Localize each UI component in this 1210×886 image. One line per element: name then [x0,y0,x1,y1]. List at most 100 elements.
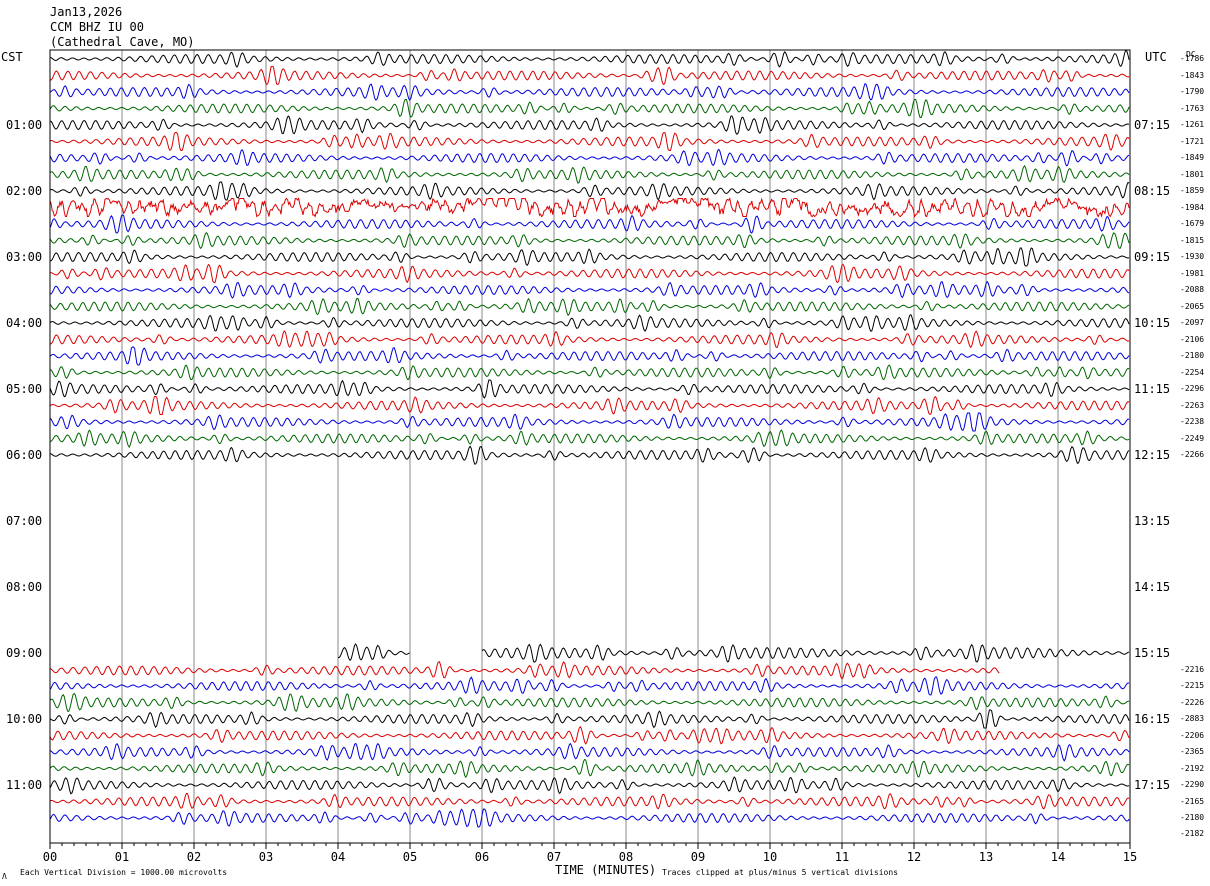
x-tick-label: 14 [1050,850,1066,864]
dc-offset-label: -1859 [1180,186,1205,195]
cst-time-label: 03:00 [6,250,43,264]
seismic-trace [49,792,1130,810]
utc-time-label: 16:15 [1134,712,1171,726]
dc-offset-label: -2216 [1180,664,1205,674]
dc-offset-label: -2088 [1180,285,1205,294]
dc-offset-label: -1763 [1180,103,1205,113]
x-tick-label: 02 [186,850,202,864]
dc-offset-label: -1801 [1180,169,1205,179]
cst-axis-label: CST [1,50,23,64]
dc-offset-label: -1786 [1180,54,1205,63]
seismic-trace [49,709,1130,729]
x-tick-label: 11 [834,850,850,864]
dc-offset-label: -2365 [1180,747,1205,756]
cst-time-label: 08:00 [6,580,43,594]
seismic-trace [49,412,1130,432]
seismic-trace [49,364,1130,381]
dc-offset-label: -2883 [1180,714,1205,723]
utc-axis-label: UTC [1145,50,1167,64]
seismic-trace [49,115,1130,135]
dc-offset-label: -2180 [1180,813,1205,822]
utc-time-label: 15:15 [1134,646,1171,660]
seismic-trace [49,214,1130,234]
cst-time-label: 04:00 [6,316,43,330]
cst-time-label: 10:00 [6,712,43,726]
seismic-trace [49,692,1130,712]
dc-offset-label: -2254 [1180,367,1205,377]
x-tick-label: 04 [330,850,346,864]
cst-time-label: 11:00 [6,778,43,792]
utc-time-label: 13:15 [1134,514,1171,528]
seismic-trace [49,808,1130,828]
seismic-trace [49,148,1130,167]
cst-time-label: 06:00 [6,448,43,462]
dc-offset-label: -2296 [1180,384,1205,393]
seismic-trace [481,643,1130,663]
dc-offset-label: -1984 [1180,202,1205,212]
seismic-trace [49,379,1130,399]
cst-time-label: 07:00 [6,514,43,528]
x-tick-label: 09 [690,850,706,864]
dc-offset-label: -2192 [1180,763,1205,773]
seismic-trace [49,429,1130,449]
seismic-trace [49,263,1130,284]
cst-time-label: 01:00 [6,118,43,132]
x-tick-label: 08 [618,850,634,864]
seismic-trace [49,776,1130,795]
seismic-trace [49,758,1130,779]
dc-offset-label: -2215 [1180,681,1205,690]
seismic-trace [49,164,1130,184]
dc-offset-label: -1261 [1180,120,1205,129]
seismic-trace [49,131,1130,152]
dc-offset-label: -2180 [1180,351,1205,360]
cst-time-label: 09:00 [6,646,43,660]
x-tick-label: 05 [402,850,418,864]
dc-offset-label: -2165 [1180,796,1205,806]
dc-offset-label: -2097 [1180,318,1205,327]
dc-offset-label: -1930 [1180,252,1205,261]
seismic-trace [49,280,1130,299]
x-tick-label: 01 [114,850,130,864]
seismic-trace [49,330,1130,349]
corner-mark: Λ [2,872,7,881]
seismic-trace [49,742,1130,762]
dc-offset-label: -2290 [1180,780,1205,789]
dc-offset-label: -2226 [1180,697,1205,707]
dc-offset-label: -2266 [1180,450,1205,459]
seismic-trace [49,49,1130,68]
x-tick-label: 12 [906,850,922,864]
utc-time-label: 10:15 [1134,316,1171,330]
seismic-trace [49,82,1130,102]
dc-offset-label: -2238 [1180,417,1205,426]
dc-offset-label: -2182 [1180,828,1205,838]
scale-note: Each Vertical Division = 1000.00 microvo… [20,868,228,877]
seismic-trace [49,181,1130,201]
seismic-trace [49,445,1130,465]
utc-time-label: 11:15 [1134,382,1171,396]
dc-offset-label: -1790 [1180,87,1205,96]
utc-time-label: 17:15 [1134,778,1171,792]
dc-offset-label: -1721 [1180,136,1205,146]
x-tick-label: 07 [546,850,562,864]
x-tick-label: 00 [42,850,58,864]
x-axis-title: TIME (MINUTES) [555,863,657,877]
utc-time-label: 12:15 [1134,448,1171,462]
utc-time-label: 09:15 [1134,250,1171,264]
seismic-trace [50,247,1130,267]
seismic-trace [49,297,1130,317]
dc-offset-label: -2206 [1180,730,1205,740]
seismic-trace [49,65,1130,86]
x-tick-label: 06 [474,850,490,864]
dc-offset-label: -1849 [1180,153,1205,162]
seismic-trace [49,346,1130,366]
utc-time-label: 08:15 [1134,184,1171,198]
plot-frame [49,49,1131,844]
dc-offset-label: -2065 [1180,301,1205,311]
x-tick-label: 15 [1122,850,1138,864]
date-label: Jan13,2026 [50,5,123,19]
seismic-trace [49,314,1130,332]
seismic-trace [49,99,1130,118]
dc-offset-label: -2106 [1180,334,1205,344]
cst-time-label: 05:00 [6,382,43,396]
